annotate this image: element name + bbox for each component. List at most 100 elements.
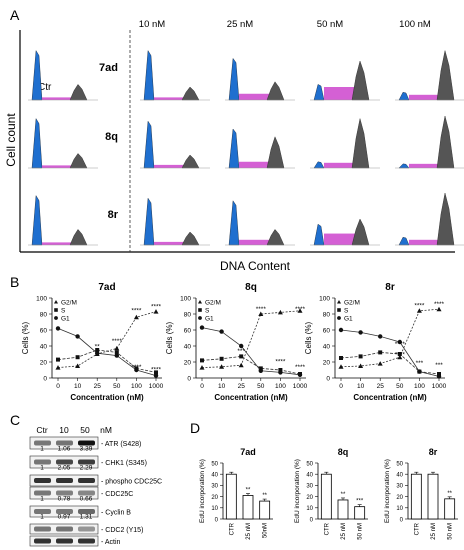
s-phase-band [324,87,356,100]
s-phase-band [42,242,74,245]
western-header-10: 10 [59,425,69,435]
significance-marker: **** [131,364,142,371]
series-line-S [340,351,440,375]
y-tick-label: 80 [184,312,192,319]
panel-label-a: A [10,7,20,23]
blot-band [34,440,51,446]
point-G2/M [219,364,225,369]
y-tick-label: 0 [326,376,330,383]
y-tick-label: 10 [211,506,218,512]
y-tick-label: 20 [323,360,331,367]
bar-chart-7ad: 7ad 0 10 20 30 40 50 EdU incorporation (%) CTR **… [199,447,273,540]
flow-xlabel: DNA Content [220,259,291,273]
y-axis-label: EdU incorporation (%) [199,459,206,523]
g2m-peak [266,229,285,246]
point-S [358,354,363,359]
x-tick-label: 50 [113,383,121,390]
g2m-peak [266,136,285,169]
western-blot: Ctr 10 50 nM - ATR (S428) 1 1.06 3.39 - CHK1… [29,425,162,547]
legend-marker [337,300,341,304]
ctr-label: Ctr [38,82,52,93]
histogram-group [28,49,464,246]
point-G1 [417,369,422,374]
significance-marker: **** [295,364,306,371]
western-row: - Cyclin B 1 0.97 1.31 [29,505,131,521]
x-axis-label: Concentration (nM) [214,393,288,402]
g2m-peak [181,86,200,101]
s-phase-band [324,233,356,245]
bar [320,473,332,520]
y-axis-label: EdU incorporation (%) [384,459,391,523]
flow-ylabel: Cell count [4,113,18,167]
blot-band [34,459,51,465]
western-row-value: 3.39 [80,446,93,453]
western-row: - CDC2 (Y15) [29,523,143,535]
x-tick-label: 100 [275,383,286,390]
blot-band [56,509,73,514]
point-G2/M [338,364,344,369]
blot-band [56,459,73,465]
legend-marker [54,316,58,320]
western-row-value: 0.78 [58,496,71,503]
x-tick-label: 1000 [149,383,164,390]
point-S [75,355,80,360]
compound-label-8q: 8q [105,131,118,143]
x-tick-label: 50 nM [448,523,454,540]
significance-marker: *** [237,348,245,355]
point-G2/M [416,308,422,313]
y-tick-label: 30 [396,484,403,490]
x-axis-label: Concentration (nM) [70,393,144,402]
legend-label: G2/M [61,299,77,306]
blot-band [34,526,51,532]
significance-marker: ** [447,491,452,497]
chart-title: 7ad [240,447,256,457]
bar [427,473,439,520]
s-phase-band [409,94,441,100]
point-G1 [278,370,283,375]
significance-marker: ** [95,343,101,350]
blot-band [78,490,95,496]
y-tick-label: 20 [211,495,218,501]
x-tick-label: 25 nM [341,523,347,540]
blot-band [34,509,51,514]
bar-charts: 7ad 0 10 20 30 40 50 EdU incorporation (%) CTR **… [199,447,458,540]
point-G2/M [277,309,283,315]
y-tick-label: 10 [396,506,403,512]
x-tick-label: CTR [229,522,235,535]
point-G2/M [397,354,403,360]
y-tick-label: 60 [40,328,48,335]
x-tick-label: 0 [339,383,343,390]
point-G2/M [199,365,205,370]
y-tick-label: 10 [306,506,313,512]
bar [242,495,254,520]
legend-label: G2/M [205,299,221,306]
y-tick-label: 60 [184,328,192,335]
y-tick-label: 50 [211,461,218,467]
legend-marker [337,316,341,320]
significance-marker: **** [295,306,306,313]
blot-band [78,509,95,514]
point-S [239,354,244,359]
point-G1 [436,374,442,379]
bar [410,473,422,520]
y-tick-label: 40 [323,344,331,351]
point-G2/M [297,308,303,313]
point-S [339,356,343,360]
g2m-peak [69,229,88,246]
g1-peak [398,91,410,101]
s-phase-band [239,93,271,100]
significance-marker: **** [151,303,162,310]
point-G1 [114,353,120,358]
point-S [437,372,441,376]
legend-marker [54,308,58,312]
western-header-ctr: Ctr [36,425,48,435]
point-S [56,357,60,362]
conc-label-10: 10 nM [139,19,165,30]
x-tick-label: 25 [377,383,385,390]
point-S [378,350,383,355]
series-line-S [57,349,157,373]
x-tick-label: 10 [357,383,365,390]
y-tick-label: 30 [211,484,218,490]
